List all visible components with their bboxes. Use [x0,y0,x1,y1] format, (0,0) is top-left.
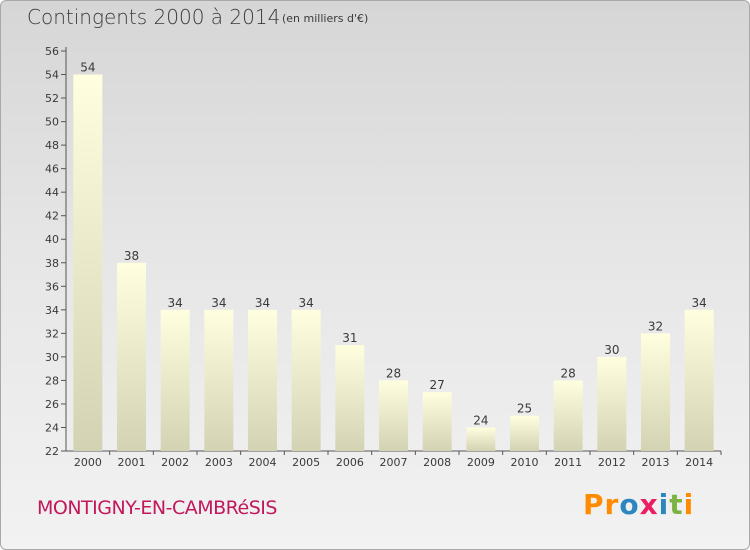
value-label: 28 [386,366,401,380]
bar [466,427,496,451]
y-tick-label: 48 [45,139,59,152]
bar [73,74,103,451]
value-label: 34 [211,296,226,310]
bar [553,380,583,451]
y-tick-label: 38 [45,257,59,270]
chart-bars [73,74,714,451]
bar [641,333,670,451]
y-tick-label: 54 [45,69,59,82]
bar [510,415,539,451]
x-tick-label: 2000 [74,456,102,469]
x-tick-label: 2005 [292,456,320,469]
chart-axes: 22 24 26 28 30 32 34 36 38 40 42 44 46 48 50 52 54 56 [45,45,722,458]
y-tick-label: 28 [45,374,59,387]
x-tick-label: 2012 [598,456,626,469]
bar [335,345,365,451]
y-tick-label: 40 [45,233,59,246]
value-label: 24 [473,413,488,427]
y-tick-label: 22 [45,445,59,458]
y-tick-label: 26 [45,398,59,411]
value-label: 54 [80,61,95,75]
value-label: 34 [168,296,183,310]
value-label: 38 [124,249,139,263]
y-tick-label: 32 [45,327,59,340]
y-tick-label: 44 [45,186,59,199]
logo-letter: P [583,488,605,521]
bar [117,262,146,451]
x-tick-label: 2001 [118,456,146,469]
bar [422,392,452,451]
x-tick-label: 2003 [205,456,233,469]
x-tick-label: 2002 [161,456,189,469]
logo-letter: i [683,488,695,521]
x-tick-label: 2007 [380,456,408,469]
y-tick-label: 30 [45,351,59,364]
logo-letter: o [619,488,640,521]
x-tick-label: 2008 [423,456,451,469]
y-tick-label: 34 [45,304,59,317]
value-label: 34 [299,296,314,310]
bar [248,309,277,451]
value-label: 28 [561,366,576,380]
chart-title: Contingents 2000 à 2014 [27,5,281,29]
y-tick-label: 50 [45,116,59,129]
bar [204,309,234,451]
bar [379,380,408,451]
value-label: 34 [692,296,707,310]
bar [684,309,714,451]
chart-labels: 54 2000 38 2001 34 2002 34 2003 34 2004 34 2005 31 20… [74,61,713,469]
bar [291,309,321,451]
logo-letter: r [604,488,620,521]
proxiti-logo: Proxiti [583,488,694,521]
value-label: 25 [517,402,532,416]
x-tick-label: 2009 [467,456,495,469]
logo-letter: x [639,488,659,521]
commune-name: MONTIGNY-EN-CAMBRéSIS [37,497,277,519]
y-tick-label: 56 [45,45,59,58]
logo-letter: t [669,488,684,521]
y-tick-label: 42 [45,210,59,223]
y-tick-label: 36 [45,280,59,293]
bar [597,356,627,451]
x-tick-label: 2011 [554,456,582,469]
value-label: 32 [648,319,663,333]
value-label: 31 [342,331,357,345]
chart-subtitle: (en milliers d'€) [282,12,369,25]
y-tick-label: 46 [45,163,59,176]
value-label: 30 [604,343,619,357]
y-tick-label: 52 [45,92,59,105]
x-tick-label: 2004 [249,456,277,469]
logo-letter: i [658,488,670,521]
x-tick-label: 2013 [642,456,670,469]
x-tick-label: 2014 [685,456,713,469]
bar [160,309,190,451]
value-label: 34 [255,296,270,310]
y-tick-label: 24 [45,421,59,434]
value-label: 27 [430,378,445,392]
x-tick-label: 2010 [511,456,539,469]
x-tick-label: 2006 [336,456,364,469]
